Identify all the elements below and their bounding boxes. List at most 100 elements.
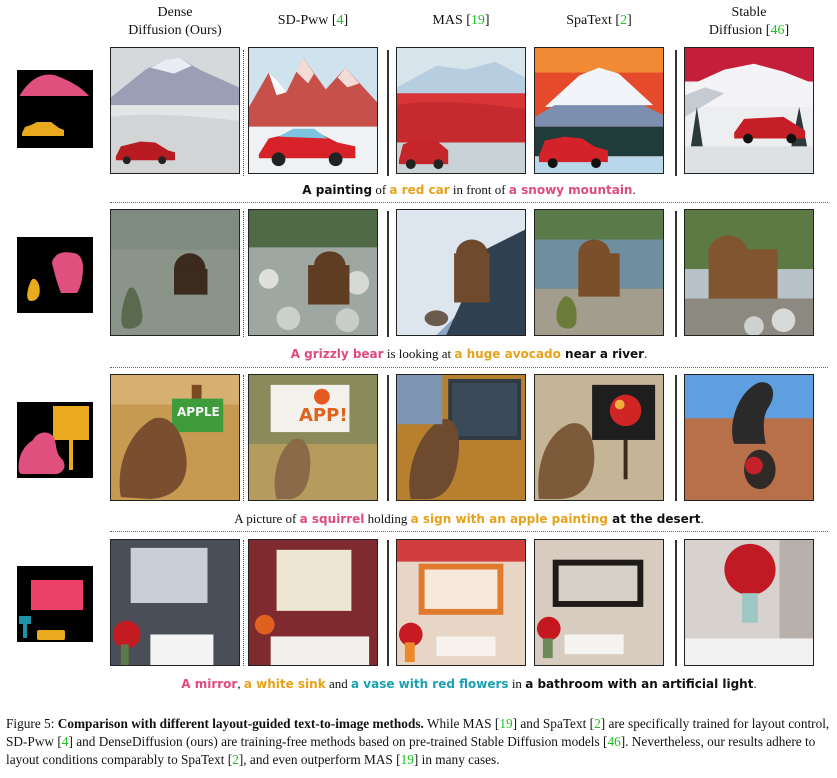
citation-ref: 2: [232, 752, 239, 767]
result-densediffusion-car-mountain: [110, 47, 240, 174]
column-header-line2: Diffusion (Ours): [128, 23, 222, 38]
column-divider: [243, 50, 244, 176]
caption-text: ]. Nevertheless, our results adhere to l…: [6, 734, 816, 767]
prompt-segment: ,: [237, 676, 244, 691]
result-densediffusion-bear-avocado: [110, 209, 240, 336]
column-header-densediffusion: Dense Diffusion (Ours): [110, 4, 240, 40]
column-divider: [387, 50, 389, 176]
result-spatext-bathroom: [534, 539, 664, 666]
citation-ref: 19: [400, 752, 414, 767]
prompt-segment: a vase with red flowers: [351, 677, 509, 691]
sign-text-decor: APP!: [299, 405, 348, 426]
prompt-segment: a snowy mountain: [508, 183, 633, 197]
prompt-segment: .: [753, 676, 757, 691]
column-header-label: SD-Pww [: [277, 13, 337, 28]
column-divider: [387, 540, 389, 666]
prompt-segment: .: [632, 182, 636, 197]
result-stable-diffusion-squirrel-sign: [684, 374, 814, 501]
result-sd-pww-car-mountain: [248, 47, 378, 174]
column-divider: [675, 540, 677, 666]
prompt-segment: A grizzly bear: [290, 347, 384, 361]
prompt-segment: is looking at: [383, 346, 455, 361]
layout-mask-car-mountain: [17, 70, 93, 148]
citation-ref: 4: [336, 13, 344, 28]
citation-ref: 46: [770, 23, 785, 38]
result-spatext-squirrel-sign: [534, 374, 664, 501]
row-prompt: A picture of a squirrel holding a sign w…: [110, 511, 828, 527]
prompt-segment: a huge avocado: [454, 347, 561, 361]
prompt-segment: holding: [364, 511, 411, 526]
row-prompt: A painting of a red car in front of a sn…: [110, 182, 828, 198]
prompt-segment: of: [372, 182, 390, 197]
column-divider: [387, 375, 389, 501]
column-header-line1: Dense: [157, 5, 193, 20]
result-mas-bathroom: [396, 539, 526, 666]
result-stable-diffusion-car-mountain: [684, 47, 814, 174]
column-header-label: MAS [: [432, 13, 471, 28]
result-densediffusion-bathroom: [110, 539, 240, 666]
citation-ref: 4: [61, 734, 69, 749]
column-header-line2: Diffusion [: [708, 23, 771, 38]
caption-text: ] in many cases.: [413, 752, 500, 767]
result-stable-diffusion-bear-avocado: [684, 209, 814, 336]
result-sd-pww-squirrel-sign: APP!: [248, 374, 378, 501]
result-densediffusion-squirrel-sign: APPLE: [110, 374, 240, 501]
column-header-stable-diffusion: Stable Diffusion [46]: [684, 4, 814, 40]
result-mas-car-mountain: [396, 47, 526, 174]
prompt-segment: .: [644, 346, 648, 361]
prompt-segment: a red car: [389, 183, 450, 197]
row-prompt: A mirror, a white sink and a vase with r…: [110, 676, 828, 692]
citation-ref: 2: [594, 716, 601, 731]
prompt-segment: A painting: [302, 183, 373, 197]
column-divider: [387, 211, 389, 337]
row-separator: [110, 367, 828, 368]
prompt-segment: in: [508, 676, 526, 691]
prompt-segment: in front of: [449, 182, 509, 197]
prompt-segment: a white sink: [243, 677, 326, 691]
column-header-mas: MAS [19]: [432, 13, 490, 28]
prompt-segment: a bathroom with an artificial light: [525, 677, 754, 691]
column-header-sd-pww: SD-Pww [4]: [277, 13, 349, 28]
column-divider: [675, 211, 677, 337]
caption-text: ] are specifically trained for layout co…: [6, 716, 830, 749]
column-header-spatext: SpaText [2]: [566, 13, 632, 28]
sign-text-decor: APPLE: [177, 405, 220, 419]
figure-caption: Figure 5: Comparison with different layo…: [6, 715, 832, 769]
result-sd-pww-bear-avocado: [248, 209, 378, 336]
result-sd-pww-bathroom: [248, 539, 378, 666]
result-mas-bear-avocado: [396, 209, 526, 336]
result-stable-diffusion-bathroom: [684, 539, 814, 666]
column-divider: [675, 50, 677, 176]
caption-label: Figure 5:: [6, 716, 58, 731]
caption-text: ], and even outperform MAS [: [238, 752, 401, 767]
result-spatext-car-mountain: [534, 47, 664, 174]
row-separator: [110, 202, 828, 203]
column-divider: [243, 540, 244, 666]
prompt-segment: .: [700, 511, 704, 526]
layout-mask-bear-avocado: [17, 237, 93, 313]
row-prompt: A grizzly bear is looking at a huge avoc…: [110, 346, 828, 362]
result-spatext-bear-avocado: [534, 209, 664, 336]
result-mas-squirrel-sign: [396, 374, 526, 501]
column-divider: [243, 211, 244, 337]
column-header-label: SpaText [: [566, 13, 621, 28]
column-divider: [675, 375, 677, 501]
prompt-segment: A mirror: [181, 677, 238, 691]
caption-text: ] and SpaText [: [512, 716, 595, 731]
prompt-segment: at the desert: [608, 512, 701, 526]
citation-ref: 2: [620, 13, 628, 28]
prompt-segment: a squirrel: [299, 512, 365, 526]
prompt-segment: a sign with an apple painting: [410, 512, 608, 526]
layout-mask-squirrel-sign: [17, 402, 93, 478]
column-header-line1: Stable: [731, 5, 767, 20]
column-divider: [243, 375, 244, 501]
prompt-segment: A picture of: [234, 511, 300, 526]
layout-mask-bathroom: [17, 566, 93, 642]
caption-text: While MAS [: [423, 716, 500, 731]
citation-ref: 19: [470, 13, 485, 28]
caption-title: Comparison with different layout-guided …: [57, 716, 424, 731]
row-separator: [110, 531, 828, 532]
prompt-segment: and: [325, 676, 351, 691]
citation-ref: 46: [607, 734, 621, 749]
prompt-segment: near a river: [560, 347, 645, 361]
